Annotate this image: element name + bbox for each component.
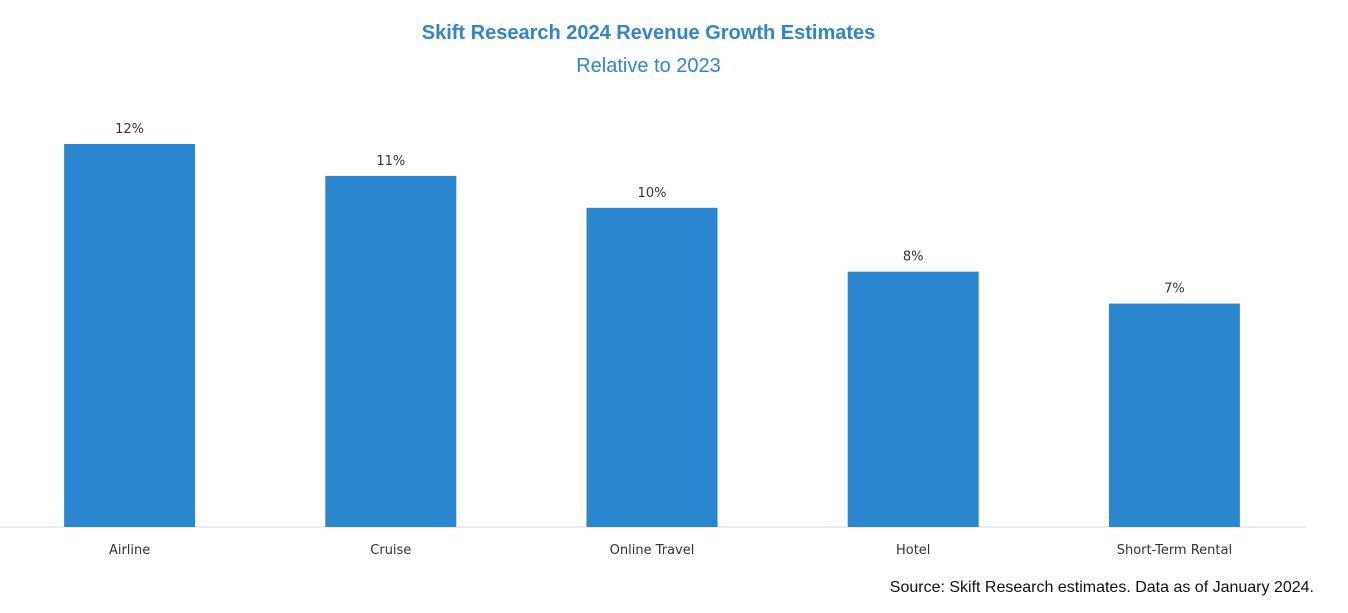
x-tick-label: Online Travel [610, 543, 695, 558]
data-label: 7% [1164, 282, 1185, 297]
bar-short-term-rental [1108, 303, 1240, 527]
source-note: Source: Skift Research estimates. Data a… [889, 579, 1314, 596]
x-tick-label: Hotel [896, 543, 930, 558]
bar-hotel [847, 271, 979, 527]
data-label: 8% [903, 250, 924, 265]
bar-airline [64, 144, 196, 527]
chart-subtitle: Relative to 2023 [576, 55, 721, 77]
bar-cruise [325, 175, 457, 527]
x-tick-label: Airline [109, 543, 150, 558]
data-label: 10% [638, 186, 667, 201]
data-label: 12% [115, 122, 144, 137]
chart-title: Skift Research 2024 Revenue Growth Estim… [421, 22, 876, 44]
x-tick-label: Cruise [370, 543, 411, 558]
bar-online-travel [586, 207, 718, 528]
data-label: 11% [376, 154, 405, 169]
x-tick-label: Short-Term Rental [1117, 543, 1232, 558]
